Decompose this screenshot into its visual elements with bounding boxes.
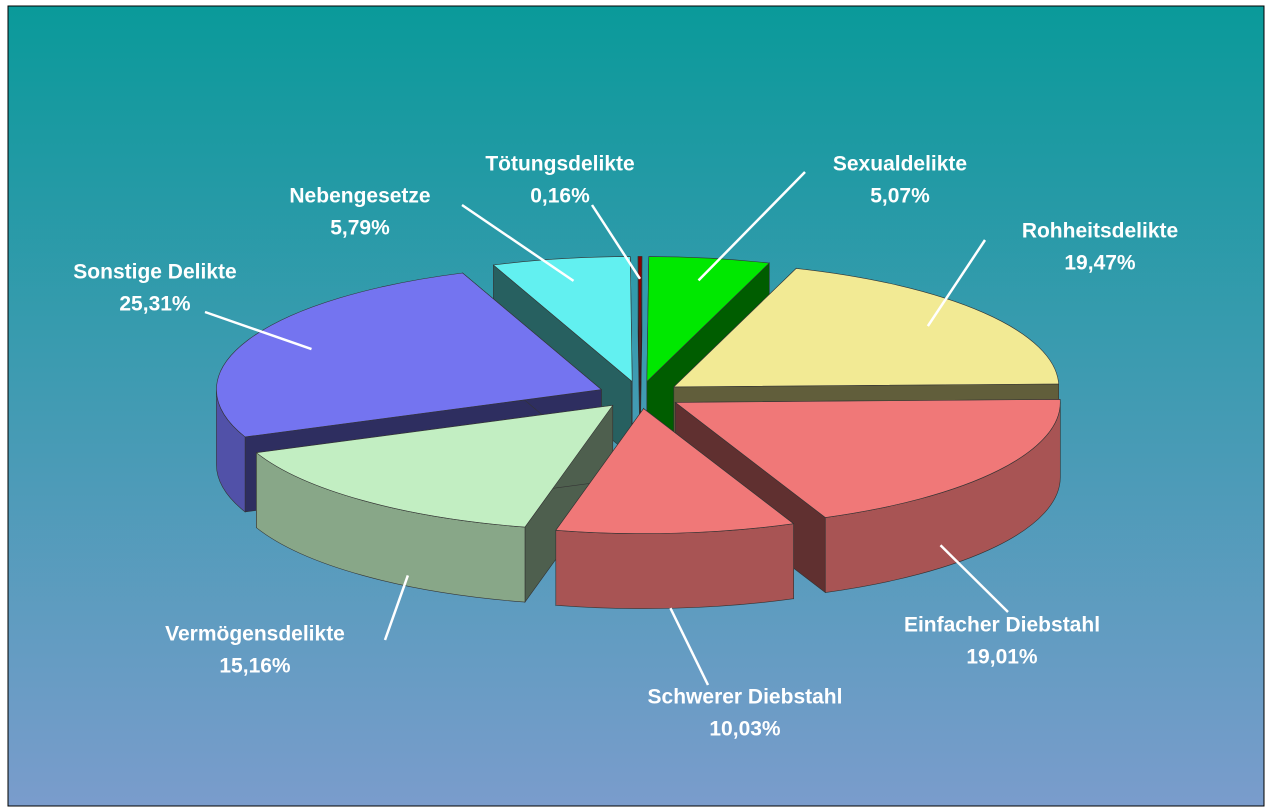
leader-line (926, 239, 987, 327)
category-label: Sonstige Delikte (73, 261, 236, 284)
value-label: 19,47% (1064, 252, 1136, 275)
category-label: Vermögensdelikte (165, 623, 345, 646)
category-label: Schwerer Diebstahl (648, 686, 843, 709)
slice-wall (555, 523, 794, 609)
labels: Tötungsdelikte 0,16% Sexualdelikte 5,07% Roh… (73, 153, 1178, 741)
slice (255, 404, 614, 604)
slice-top (255, 404, 614, 528)
slice (637, 256, 643, 457)
plot-background (7, 5, 1265, 807)
value-label: 10,03% (709, 718, 781, 741)
leader-line (383, 575, 410, 641)
category-label: Rohheitsdelikte (1022, 220, 1178, 243)
category-label: Nebengesetze (289, 185, 430, 208)
pie (216, 256, 1061, 609)
leader-line (590, 204, 642, 280)
leader-line (669, 607, 710, 686)
category-label: Sexualdelikte (833, 153, 967, 176)
slice-top (216, 272, 603, 438)
leader-line (461, 203, 575, 282)
category-label: Tötungsdelikte (485, 153, 634, 176)
slice-top (674, 399, 1061, 518)
value-label: 25,31% (119, 293, 191, 316)
value-label: 0,16% (530, 185, 590, 208)
slice (555, 407, 795, 609)
slice-top (637, 256, 643, 382)
slice-top (646, 256, 770, 383)
value-label: 15,16% (219, 655, 291, 678)
value-label: 19,01% (966, 646, 1038, 669)
category-label: Einfacher Diebstahl (904, 614, 1100, 637)
leader-line (204, 310, 312, 351)
leader-line (939, 544, 1009, 613)
slice-top (555, 408, 795, 534)
value-label: 5,07% (870, 185, 930, 208)
slice-top (673, 268, 1060, 388)
slice-top (492, 256, 633, 383)
value-label: 5,79% (330, 217, 390, 240)
leader-line (697, 171, 806, 282)
